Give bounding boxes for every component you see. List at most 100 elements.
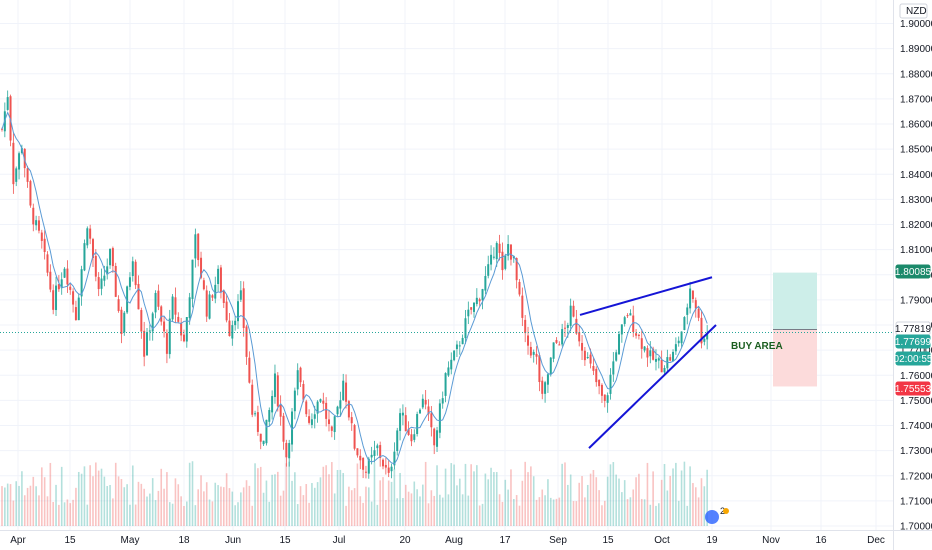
candle-body[interactable] bbox=[654, 358, 657, 362]
candle-body[interactable] bbox=[401, 412, 404, 416]
candle-body[interactable] bbox=[325, 402, 328, 419]
candle-body[interactable] bbox=[293, 390, 296, 412]
candle-body[interactable] bbox=[697, 308, 700, 318]
candle-body[interactable] bbox=[248, 357, 251, 383]
candle-body[interactable] bbox=[273, 373, 276, 398]
candle-body[interactable] bbox=[563, 327, 566, 329]
candle-body[interactable] bbox=[205, 290, 208, 317]
candle-body[interactable] bbox=[291, 411, 294, 445]
candle-body[interactable] bbox=[77, 297, 80, 321]
candle-body[interactable] bbox=[700, 317, 703, 344]
lower-trendline[interactable] bbox=[588, 324, 717, 449]
candle-body[interactable] bbox=[592, 366, 595, 371]
candle-body[interactable] bbox=[387, 467, 390, 473]
candle-body[interactable] bbox=[606, 395, 609, 403]
candle-body[interactable] bbox=[473, 302, 475, 312]
candle-body[interactable] bbox=[677, 340, 680, 344]
candle-body[interactable] bbox=[60, 279, 63, 289]
candle-body[interactable] bbox=[347, 401, 350, 418]
candle-body[interactable] bbox=[501, 251, 504, 271]
candle-body[interactable] bbox=[373, 450, 376, 457]
candle-body[interactable] bbox=[515, 258, 518, 281]
candle-body[interactable] bbox=[706, 333, 709, 340]
candle-body[interactable] bbox=[487, 264, 490, 276]
candle-body[interactable] bbox=[120, 309, 123, 335]
candle-body[interactable] bbox=[151, 313, 154, 332]
candle-body[interactable] bbox=[455, 344, 458, 350]
candle-body[interactable] bbox=[674, 344, 677, 352]
candle-body[interactable] bbox=[382, 459, 385, 467]
candle-body[interactable] bbox=[680, 331, 683, 344]
candle-body[interactable] bbox=[399, 413, 402, 431]
candle-body[interactable] bbox=[52, 290, 55, 310]
candle-body[interactable] bbox=[436, 430, 439, 447]
candle-body[interactable] bbox=[279, 405, 282, 417]
candle-body[interactable] bbox=[55, 285, 58, 311]
candle-body[interactable] bbox=[629, 313, 632, 316]
candle-body[interactable] bbox=[109, 248, 112, 266]
candle-body[interactable] bbox=[447, 367, 450, 376]
candle-body[interactable] bbox=[128, 277, 131, 287]
candle-body[interactable] bbox=[535, 353, 538, 357]
candle-body[interactable] bbox=[26, 168, 29, 182]
candle-body[interactable] bbox=[123, 312, 126, 333]
candle-body[interactable] bbox=[404, 415, 407, 432]
candle-body[interactable] bbox=[643, 346, 646, 351]
candle-body[interactable] bbox=[91, 239, 94, 258]
candle-body[interactable] bbox=[541, 380, 544, 394]
candle-body[interactable] bbox=[566, 325, 569, 328]
candle-body[interactable] bbox=[669, 357, 672, 361]
candle-body[interactable] bbox=[364, 471, 367, 473]
candle-body[interactable] bbox=[12, 142, 15, 185]
candle-body[interactable] bbox=[524, 319, 527, 334]
candle-body[interactable] bbox=[282, 415, 285, 442]
candle-body[interactable] bbox=[527, 335, 530, 346]
candle-body[interactable] bbox=[569, 305, 572, 326]
candle-body[interactable] bbox=[433, 428, 436, 446]
candle-body[interactable] bbox=[182, 334, 185, 342]
candle-body[interactable] bbox=[603, 394, 606, 401]
candle-body[interactable] bbox=[69, 286, 72, 290]
upper-trendline[interactable] bbox=[579, 276, 713, 316]
candle-body[interactable] bbox=[509, 244, 512, 260]
candle-body[interactable] bbox=[646, 348, 649, 358]
candle-body[interactable] bbox=[6, 97, 9, 110]
candle-body[interactable] bbox=[507, 244, 510, 256]
candle-body[interactable] bbox=[367, 458, 370, 474]
candle-body[interactable] bbox=[106, 266, 109, 275]
candle-body[interactable] bbox=[333, 416, 336, 433]
candle-body[interactable] bbox=[561, 329, 564, 345]
candle-body[interactable] bbox=[171, 296, 174, 320]
candle-body[interactable] bbox=[495, 243, 498, 260]
candle-body[interactable] bbox=[620, 324, 623, 335]
candle-body[interactable] bbox=[251, 384, 254, 415]
candle-body[interactable] bbox=[80, 269, 83, 297]
candle-body[interactable] bbox=[410, 434, 413, 442]
candle-body[interactable] bbox=[396, 430, 399, 452]
candle-body[interactable] bbox=[305, 401, 308, 415]
candle-body[interactable] bbox=[254, 413, 257, 415]
candle-body[interactable] bbox=[552, 342, 555, 359]
candle-body[interactable] bbox=[467, 309, 470, 317]
candle-body[interactable] bbox=[532, 351, 535, 355]
candle-body[interactable] bbox=[640, 338, 643, 349]
candle-body[interactable] bbox=[609, 374, 612, 394]
candle-body[interactable] bbox=[555, 340, 558, 343]
candle-body[interactable] bbox=[211, 295, 214, 298]
events-icon[interactable] bbox=[705, 510, 719, 524]
candle-body[interactable] bbox=[484, 275, 487, 291]
candle-body[interactable] bbox=[393, 451, 396, 466]
candle-body[interactable] bbox=[43, 238, 46, 252]
candle-body[interactable] bbox=[490, 254, 493, 265]
candle-body[interactable] bbox=[57, 284, 60, 290]
candle-body[interactable] bbox=[583, 350, 586, 361]
candle-body[interactable] bbox=[635, 333, 638, 336]
candle-body[interactable] bbox=[418, 409, 421, 414]
candle-body[interactable] bbox=[313, 414, 316, 419]
candle-body[interactable] bbox=[518, 281, 521, 295]
candle-body[interactable] bbox=[160, 306, 163, 322]
candle-body[interactable] bbox=[97, 277, 100, 290]
candle-body[interactable] bbox=[15, 168, 18, 182]
